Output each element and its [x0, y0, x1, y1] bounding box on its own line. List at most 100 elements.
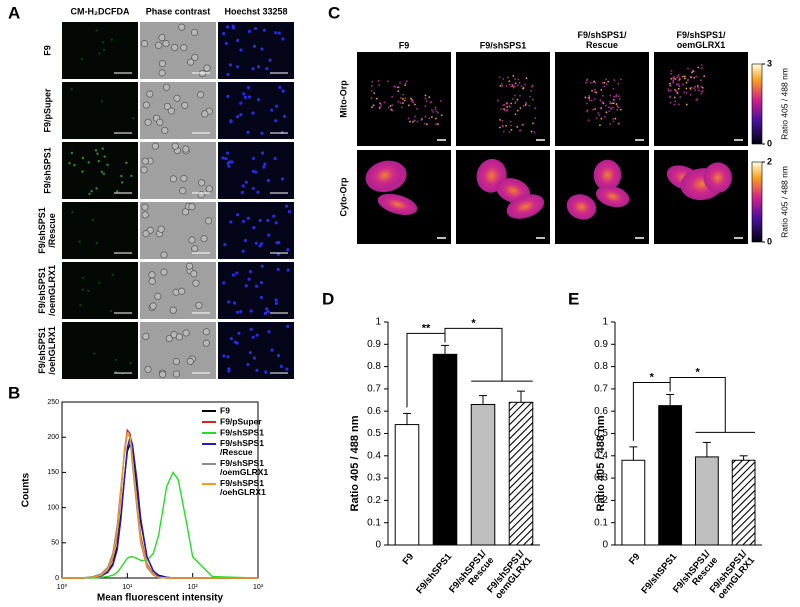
decoration	[357, 52, 451, 146]
decoration	[397, 90, 400, 93]
decoration	[512, 98, 514, 101]
decoration	[594, 81, 597, 84]
decoration	[87, 161, 90, 164]
decoration	[603, 81, 606, 84]
decoration	[509, 120, 512, 123]
x-tick-label: 10¹	[122, 584, 133, 591]
decoration	[277, 241, 281, 245]
decoration	[404, 84, 406, 87]
legend-label: F9/pSuper	[220, 416, 262, 426]
decoration	[676, 92, 679, 95]
decoration	[687, 67, 689, 70]
decoration	[612, 87, 615, 90]
row-label: F9/pSuper	[42, 88, 52, 133]
decoration	[516, 126, 519, 128]
decoration	[679, 96, 682, 98]
decoration	[272, 214, 276, 218]
decoration	[249, 327, 253, 331]
decoration	[140, 22, 216, 79]
decoration	[411, 99, 414, 102]
decoration	[172, 370, 181, 378]
decoration	[273, 156, 277, 161]
decoration	[399, 96, 402, 99]
decoration	[94, 149, 98, 152]
decoration	[192, 279, 200, 287]
decoration	[141, 211, 149, 219]
decoration	[700, 92, 703, 95]
decoration	[270, 108, 274, 112]
decoration	[106, 163, 109, 167]
legend-label: F9/shSPS1/oemGLRX1	[220, 458, 268, 477]
decoration	[98, 52, 101, 55]
decoration	[690, 76, 693, 79]
decoration	[222, 31, 226, 36]
decoration	[281, 89, 285, 93]
decoration	[498, 76, 501, 79]
decoration	[156, 118, 164, 126]
decoration	[268, 58, 272, 62]
decoration	[180, 174, 188, 182]
decoration	[239, 309, 243, 314]
decoration	[695, 75, 698, 78]
decoration	[617, 82, 620, 85]
decoration	[397, 86, 399, 89]
decoration	[677, 87, 680, 90]
decoration	[618, 122, 620, 125]
decoration	[255, 368, 259, 372]
column-header: F9	[399, 40, 410, 50]
decoration	[399, 81, 401, 84]
legend-label: F9/shSPS1/Rescue	[220, 438, 264, 457]
decoration	[260, 264, 264, 268]
decoration	[286, 248, 290, 252]
column-header: CM-H₂DCFDA	[71, 6, 130, 16]
decoration	[516, 84, 519, 87]
decoration	[387, 106, 390, 109]
decoration	[278, 85, 282, 90]
decoration	[70, 88, 73, 91]
y-tick-label: 0.4	[367, 450, 381, 461]
decoration	[609, 122, 612, 125]
decoration	[81, 288, 85, 291]
panel-label: A	[8, 3, 20, 22]
decoration	[159, 370, 167, 379]
decoration	[90, 189, 93, 193]
decoration	[499, 118, 501, 121]
decoration	[409, 97, 412, 100]
decoration	[407, 117, 410, 120]
decoration	[426, 123, 428, 126]
decoration	[402, 93, 405, 96]
decoration	[251, 335, 255, 339]
decoration	[224, 156, 228, 161]
decoration	[62, 82, 138, 139]
y-tick-label: 0.1	[594, 517, 608, 528]
decoration	[246, 362, 250, 367]
decoration	[141, 203, 149, 211]
decoration	[163, 102, 172, 111]
decoration	[386, 80, 389, 83]
decoration	[162, 83, 171, 91]
decoration	[412, 101, 415, 104]
decoration	[696, 85, 699, 87]
decoration	[516, 109, 519, 112]
decoration	[95, 187, 98, 190]
decoration	[262, 28, 267, 32]
decoration	[619, 78, 622, 81]
decoration	[154, 292, 162, 300]
decoration	[244, 284, 248, 288]
decoration	[501, 85, 504, 87]
decoration	[231, 24, 235, 28]
decoration	[200, 235, 208, 243]
decoration	[162, 39, 170, 48]
decoration	[141, 157, 149, 165]
decoration	[274, 301, 279, 306]
decoration	[530, 89, 532, 92]
y-tick-label: 1	[375, 317, 381, 328]
decoration	[191, 244, 199, 253]
decoration	[114, 358, 118, 362]
decoration	[188, 236, 196, 244]
legend-label: F9/shSPS1/oehGLRX1	[220, 478, 266, 497]
decoration	[140, 40, 149, 48]
decoration	[394, 86, 397, 88]
decoration	[274, 31, 278, 35]
decoration	[420, 119, 423, 121]
